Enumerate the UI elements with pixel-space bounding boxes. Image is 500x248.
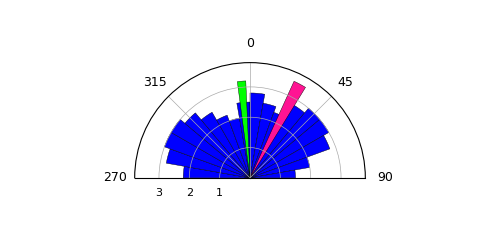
Bar [171,120,250,178]
Bar [250,104,304,178]
Bar [250,93,265,178]
Bar [250,112,285,178]
Bar [183,166,250,178]
Bar [250,157,310,178]
Bar [238,81,250,178]
Bar [166,149,250,178]
Bar [229,118,250,178]
Bar [216,115,250,178]
Bar [201,112,250,178]
Bar [185,113,250,178]
Bar [237,102,250,178]
Bar [250,108,320,178]
Bar [250,81,306,178]
Bar [250,135,330,178]
Bar [250,103,276,178]
Bar [250,170,296,178]
Bar [164,132,250,178]
Bar [250,120,329,178]
